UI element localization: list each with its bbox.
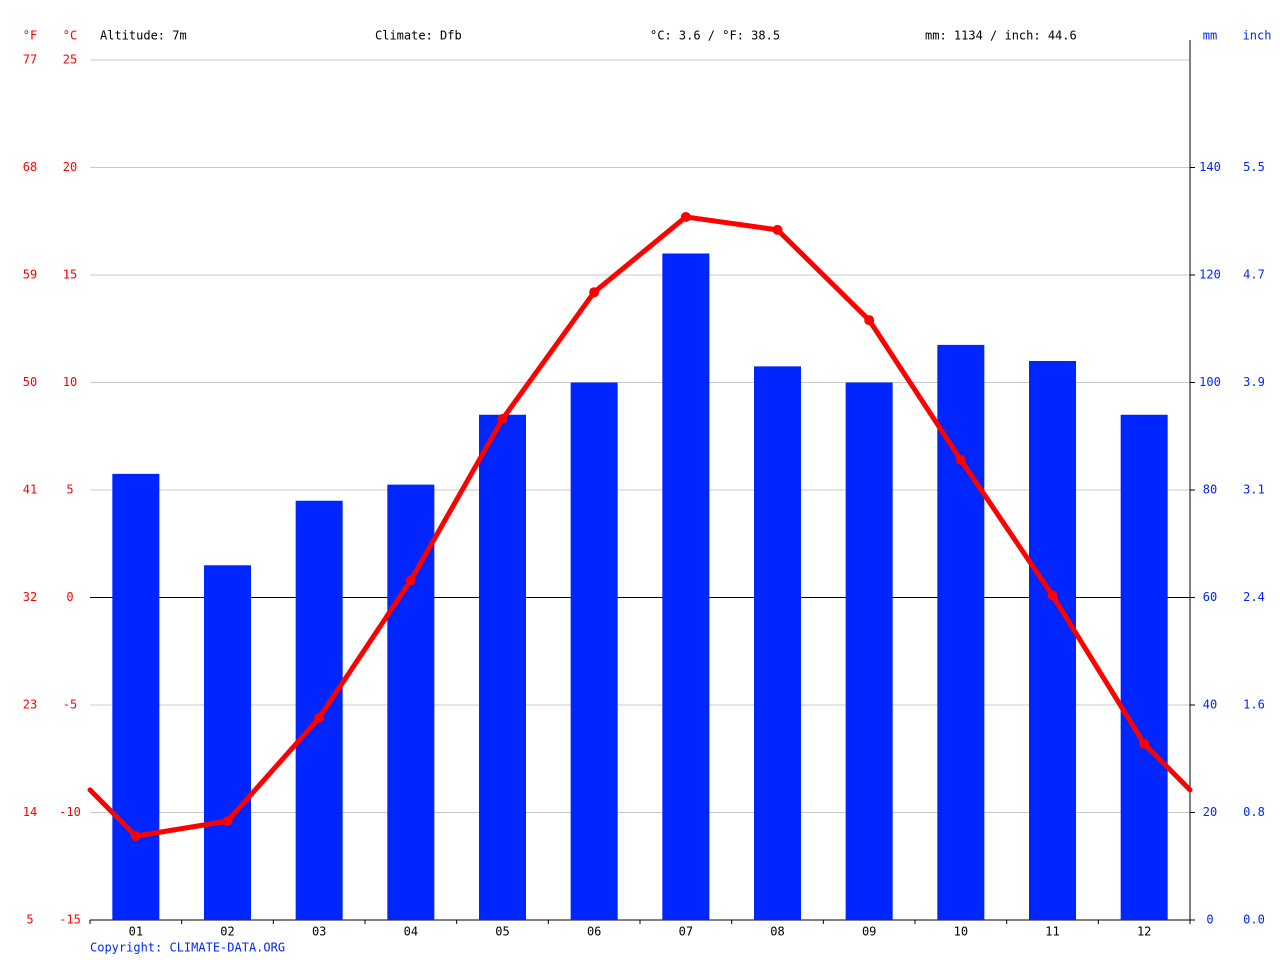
inch-unit: inch [1243,29,1272,43]
inch-tick-label: 3.1 [1243,483,1265,497]
header-climate: Climate: Dfb [375,29,462,43]
header-precipitation: mm: 1134 / inch: 44.6 [925,29,1077,43]
f-tick-label: 23 [23,698,37,712]
y-tick-label: 5 [66,483,73,497]
y2-tick-label: 40 [1203,698,1217,712]
header-altitude: Altitude: 7m [100,29,187,43]
y-tick-label: 0 [66,590,73,604]
f-tick-label: 32 [23,590,37,604]
y-tick-label: -15 [59,913,81,927]
bar [1029,361,1076,920]
y2-tick-label: 140 [1199,160,1221,174]
line-point [1047,590,1058,601]
bar [662,253,710,920]
line-point [314,712,325,723]
f-tick-label: 77 [23,53,37,67]
line-point [772,224,783,235]
y-tick-label: 25 [63,53,77,67]
f-tick-label: 68 [23,160,37,174]
bar [570,382,618,920]
line-wrap [1141,741,1193,793]
bar [845,382,893,920]
bar [112,473,160,920]
copyright: Copyright: CLIMATE-DATA.ORG [90,941,285,955]
x-tick-label: 07 [679,925,693,939]
x-tick-label: 02 [220,925,234,939]
line-point [680,211,691,222]
inch-tick-label: 2.4 [1243,590,1265,604]
line-point [405,575,416,586]
x-tick-label: 11 [1045,925,1059,939]
inch-tick-label: 0.0 [1243,913,1265,927]
line-point [589,287,600,298]
line-point [222,816,233,827]
y2-tick-label: 20 [1203,805,1217,819]
y-tick-label: 15 [63,268,77,282]
mm-unit: mm [1203,29,1217,43]
inch-tick-label: 3.9 [1243,375,1265,389]
y-tick-label: 20 [63,160,77,174]
line-point [1139,738,1150,749]
x-tick-label: 09 [862,925,876,939]
f-tick-label: 50 [23,375,37,389]
inch-tick-label: 4.7 [1243,268,1265,282]
y2-tick-label: 80 [1203,483,1217,497]
y2-tick-label: 100 [1199,375,1221,389]
inch-tick-label: 5.5 [1243,160,1265,174]
line-point [864,315,875,326]
x-tick-label: 06 [587,925,601,939]
f-tick-label: 5 [26,913,33,927]
line-point [955,454,966,465]
x-tick-label: 01 [129,925,143,939]
line-point [130,831,141,842]
inch-tick-label: 1.6 [1243,698,1265,712]
temperature-line [135,214,1147,839]
x-tick-label: 10 [954,925,968,939]
line-wrap [87,787,139,839]
x-tick-label: 12 [1137,925,1151,939]
x-tick-label: 08 [770,925,784,939]
f-tick-label: 59 [23,268,37,282]
f-tick-label: 14 [23,805,37,819]
bar [479,414,526,920]
c-unit: °C [63,29,77,43]
bar [204,565,251,920]
line-point [497,414,508,425]
x-tick-label: 05 [495,925,509,939]
bar [754,366,801,920]
y2-tick-label: 120 [1199,268,1221,282]
x-tick-label: 04 [404,925,418,939]
y-tick-label: -10 [59,805,81,819]
bar [937,344,985,920]
y2-tick-label: 60 [1203,590,1217,604]
x-tick-label: 03 [312,925,326,939]
y2-tick-label: 0 [1206,913,1213,927]
bar [1120,414,1168,920]
y-tick-label: -5 [63,698,77,712]
inch-tick-label: 0.8 [1243,805,1265,819]
bar [295,500,343,920]
f-tick-label: 41 [23,483,37,497]
header-temperature: °C: 3.6 / °F: 38.5 [650,29,780,43]
f-unit: °F [23,29,37,43]
y-tick-label: 10 [63,375,77,389]
